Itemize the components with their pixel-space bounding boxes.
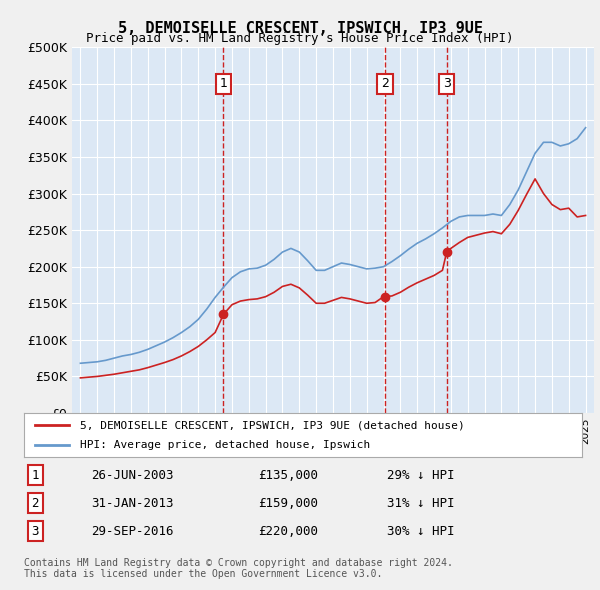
Text: 30% ↓ HPI: 30% ↓ HPI: [387, 525, 454, 537]
Text: £220,000: £220,000: [259, 525, 319, 537]
Text: HPI: Average price, detached house, Ipswich: HPI: Average price, detached house, Ipsw…: [80, 440, 370, 450]
Text: 31-JAN-2013: 31-JAN-2013: [91, 497, 173, 510]
Text: 5, DEMOISELLE CRESCENT, IPSWICH, IP3 9UE: 5, DEMOISELLE CRESCENT, IPSWICH, IP3 9UE: [118, 21, 482, 35]
Text: 31% ↓ HPI: 31% ↓ HPI: [387, 497, 454, 510]
Text: 29-SEP-2016: 29-SEP-2016: [91, 525, 173, 537]
Text: 2: 2: [381, 77, 389, 90]
Text: 1: 1: [31, 468, 39, 481]
Text: 3: 3: [31, 525, 39, 537]
Text: 5, DEMOISELLE CRESCENT, IPSWICH, IP3 9UE (detached house): 5, DEMOISELLE CRESCENT, IPSWICH, IP3 9UE…: [80, 421, 464, 430]
Text: 2: 2: [31, 497, 39, 510]
Text: 29% ↓ HPI: 29% ↓ HPI: [387, 468, 454, 481]
Text: £159,000: £159,000: [259, 497, 319, 510]
Text: 1: 1: [220, 77, 227, 90]
Text: £135,000: £135,000: [259, 468, 319, 481]
Text: 3: 3: [443, 77, 451, 90]
Text: Price paid vs. HM Land Registry's House Price Index (HPI): Price paid vs. HM Land Registry's House …: [86, 32, 514, 45]
Text: 26-JUN-2003: 26-JUN-2003: [91, 468, 173, 481]
Text: Contains HM Land Registry data © Crown copyright and database right 2024.
This d: Contains HM Land Registry data © Crown c…: [24, 558, 453, 579]
